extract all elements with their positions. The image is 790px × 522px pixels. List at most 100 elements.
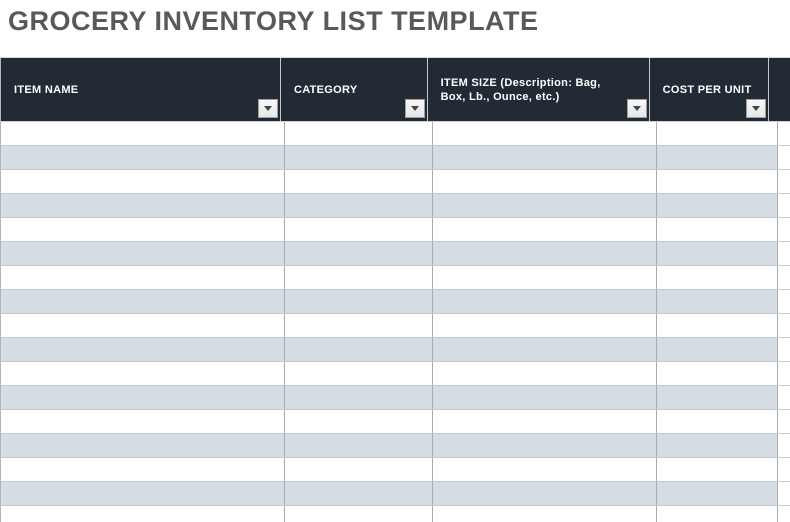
cell-item-name[interactable] — [1, 506, 285, 522]
cell-item-size[interactable] — [433, 338, 658, 361]
cell-item-size[interactable] — [433, 506, 658, 522]
cell-cost-per-unit[interactable] — [657, 506, 778, 522]
cell-category[interactable] — [285, 170, 433, 193]
header-label-item-size: ITEM SIZE (Description: Bag, Box, Lb., O… — [440, 76, 601, 103]
table-header-row: ITEM NAME CATEGORY ITEM SIZE (Descriptio… — [1, 57, 790, 122]
cell-cost-per-unit[interactable] — [657, 266, 778, 289]
cell-next-column-clipped[interactable] — [777, 434, 790, 457]
cell-next-column-clipped[interactable] — [777, 266, 790, 289]
chevron-down-icon — [410, 106, 419, 111]
cell-next-column-clipped[interactable] — [777, 218, 790, 241]
cell-category[interactable] — [285, 362, 433, 385]
cell-item-size[interactable] — [433, 242, 658, 265]
cell-next-column-clipped[interactable] — [777, 170, 790, 193]
cell-item-name[interactable] — [1, 482, 285, 505]
cell-cost-per-unit[interactable] — [657, 242, 778, 265]
cell-next-column-clipped[interactable] — [777, 482, 790, 505]
cell-item-name[interactable] — [1, 386, 285, 409]
cell-item-name[interactable] — [1, 410, 285, 433]
cell-cost-per-unit[interactable] — [657, 314, 778, 337]
cell-cost-per-unit[interactable] — [657, 386, 778, 409]
cell-item-size[interactable] — [433, 122, 658, 145]
cell-item-size[interactable] — [433, 362, 658, 385]
cell-item-size[interactable] — [433, 146, 658, 169]
cell-item-name[interactable] — [1, 122, 285, 145]
cell-cost-per-unit[interactable] — [657, 218, 778, 241]
cell-item-size[interactable] — [433, 482, 658, 505]
table-row — [1, 506, 790, 522]
cell-category[interactable] — [285, 314, 433, 337]
cell-item-name[interactable] — [1, 266, 285, 289]
cell-category[interactable] — [285, 194, 433, 217]
cell-item-name[interactable] — [1, 314, 285, 337]
cell-next-column-clipped[interactable] — [777, 338, 790, 361]
cell-next-column-clipped[interactable] — [777, 146, 790, 169]
cell-item-size[interactable] — [433, 290, 658, 313]
cell-next-column-clipped[interactable] — [777, 314, 790, 337]
cell-item-name[interactable] — [1, 242, 285, 265]
cell-next-column-clipped[interactable] — [777, 122, 790, 145]
cell-category[interactable] — [285, 506, 433, 522]
cell-item-size[interactable] — [433, 266, 658, 289]
cell-item-name[interactable] — [1, 338, 285, 361]
cell-next-column-clipped[interactable] — [777, 506, 790, 522]
cell-item-name[interactable] — [1, 458, 285, 481]
cell-cost-per-unit[interactable] — [657, 434, 778, 457]
cell-next-column-clipped[interactable] — [777, 362, 790, 385]
cell-category[interactable] — [285, 266, 433, 289]
table-row — [1, 122, 790, 146]
filter-dropdown-button-cost-per-unit[interactable] — [746, 99, 767, 118]
cell-cost-per-unit[interactable] — [657, 170, 778, 193]
cell-next-column-clipped[interactable] — [777, 242, 790, 265]
cell-next-column-clipped[interactable] — [777, 386, 790, 409]
cell-item-size[interactable] — [433, 170, 658, 193]
filter-dropdown-button-item-name[interactable] — [257, 99, 278, 118]
cell-item-size[interactable] — [433, 386, 658, 409]
cell-category[interactable] — [285, 146, 433, 169]
cell-category[interactable] — [285, 386, 433, 409]
cell-item-size[interactable] — [433, 410, 658, 433]
cell-item-size[interactable] — [433, 194, 658, 217]
filter-dropdown-button-item-size[interactable] — [626, 99, 647, 118]
cell-next-column-clipped[interactable] — [777, 410, 790, 433]
cell-category[interactable] — [285, 434, 433, 457]
cell-item-size[interactable] — [433, 314, 658, 337]
cell-cost-per-unit[interactable] — [657, 362, 778, 385]
cell-cost-per-unit[interactable] — [657, 338, 778, 361]
filter-dropdown-button-category[interactable] — [404, 99, 425, 118]
cell-category[interactable] — [285, 458, 433, 481]
table-row — [1, 170, 790, 194]
cell-category[interactable] — [285, 122, 433, 145]
table-row — [1, 386, 790, 410]
cell-item-name[interactable] — [1, 146, 285, 169]
cell-cost-per-unit[interactable] — [657, 482, 778, 505]
cell-item-size[interactable] — [433, 458, 658, 481]
cell-category[interactable] — [285, 218, 433, 241]
cell-next-column-clipped[interactable] — [777, 194, 790, 217]
cell-item-size[interactable] — [433, 434, 658, 457]
cell-cost-per-unit[interactable] — [657, 122, 778, 145]
header-label-cost-per-unit: COST PER UNIT — [662, 83, 752, 96]
cell-item-name[interactable] — [1, 170, 285, 193]
cell-cost-per-unit[interactable] — [657, 458, 778, 481]
inventory-table: ITEM NAME CATEGORY ITEM SIZE (Descriptio… — [0, 57, 790, 522]
cell-next-column-clipped[interactable] — [777, 458, 790, 481]
cell-next-column-clipped[interactable] — [777, 290, 790, 313]
cell-item-name[interactable] — [1, 362, 285, 385]
cell-item-name[interactable] — [1, 290, 285, 313]
cell-category[interactable] — [285, 242, 433, 265]
cell-cost-per-unit[interactable] — [657, 410, 778, 433]
table-row — [1, 482, 790, 506]
cell-cost-per-unit[interactable] — [657, 194, 778, 217]
cell-category[interactable] — [285, 410, 433, 433]
cell-category[interactable] — [285, 338, 433, 361]
cell-item-name[interactable] — [1, 434, 285, 457]
cell-category[interactable] — [285, 290, 433, 313]
table-row — [1, 146, 790, 170]
cell-category[interactable] — [285, 482, 433, 505]
cell-cost-per-unit[interactable] — [657, 290, 778, 313]
cell-item-size[interactable] — [433, 218, 658, 241]
cell-cost-per-unit[interactable] — [657, 146, 778, 169]
cell-item-name[interactable] — [1, 218, 285, 241]
cell-item-name[interactable] — [1, 194, 285, 217]
